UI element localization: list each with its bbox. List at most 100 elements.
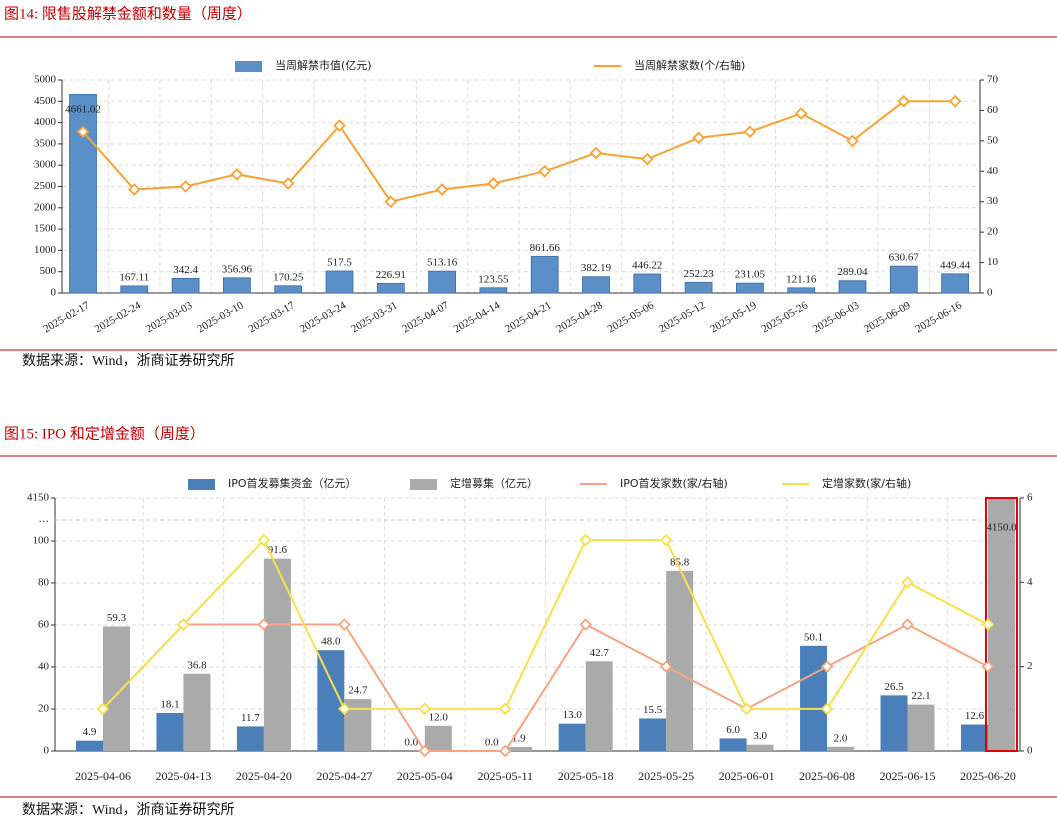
data-label: 226.91	[376, 269, 406, 281]
legend-swatch	[188, 479, 215, 490]
x-tick-label: 2025-05-04	[397, 769, 453, 783]
data-label: 123.55	[478, 273, 509, 285]
x-tick-label: 2025-04-13	[155, 769, 211, 783]
data-label: 18.1	[160, 699, 179, 711]
data-label: 11.7	[241, 712, 260, 724]
y2-tick-label: 4	[1027, 576, 1033, 588]
y-tick-label: 2000	[34, 201, 57, 213]
data-label: 26.5	[884, 681, 904, 693]
marker	[338, 618, 351, 631]
bar	[889, 265, 918, 294]
data-label: 4.9	[83, 726, 97, 738]
legend-label: IPO首发家数(家/右轴)	[620, 476, 728, 490]
y-tick-label: 1500	[34, 223, 57, 235]
bar	[236, 726, 264, 751]
marker	[846, 134, 859, 148]
bar	[479, 287, 508, 294]
legend-swatch	[410, 479, 437, 490]
y-tick-label: 4000	[34, 116, 57, 128]
data-label: 85.8	[670, 556, 690, 568]
y-tick-label: 1000	[34, 244, 57, 256]
x-tick-label: 2025-04-14	[452, 299, 503, 335]
bar	[639, 718, 667, 751]
data-label: 22.1	[911, 690, 930, 702]
data-label: 0.0	[485, 737, 499, 749]
legend-label: 定增家数(家/右轴)	[822, 476, 911, 490]
bar	[424, 725, 452, 751]
bar	[907, 704, 935, 751]
y2-tick-label: 6	[1027, 492, 1033, 504]
bar	[941, 273, 969, 294]
y2-tick-label: 50	[987, 134, 999, 146]
y2-tick-label: 10	[987, 256, 999, 268]
bar	[736, 282, 764, 294]
legend-swatch	[235, 61, 262, 72]
x-tick-label: 2025-02-24	[93, 299, 144, 335]
y2-tick-label: 70	[987, 74, 999, 86]
y-tick-label: 3000	[34, 159, 57, 171]
data-label: 382.19	[581, 262, 612, 274]
marker	[692, 131, 705, 145]
data-label: 3.0	[753, 730, 767, 742]
source: 数据来源：Wind，浙商证券研究所	[22, 353, 235, 369]
y2-tick-label: 0	[987, 287, 993, 299]
data-label: 6.0	[726, 724, 740, 736]
data-label: 4661.02	[65, 104, 101, 116]
bar	[746, 744, 774, 751]
data-label: 167.11	[119, 271, 149, 283]
y-tick-label: 3500	[34, 137, 57, 149]
marker	[589, 146, 603, 160]
marker	[743, 125, 757, 139]
data-label: 449.44	[940, 259, 971, 271]
legend-label: 当周解禁市值(亿元)	[275, 58, 372, 72]
y-tick-label: 0	[44, 745, 50, 757]
bar	[582, 276, 610, 294]
data-label: 513.16	[427, 257, 458, 269]
marker	[794, 107, 808, 120]
x-tick-label: 2025-03-10	[195, 299, 246, 335]
data-label: 517.5	[327, 256, 352, 268]
marker	[641, 152, 654, 166]
x-tick-label: 2025-05-26	[760, 299, 811, 335]
x-tick-label: 2025-04-28	[554, 299, 605, 335]
source: 数据来源：Wind，浙商证券研究所	[22, 802, 235, 818]
x-tick-label: 2025-06-20	[960, 769, 1016, 783]
bar	[325, 270, 354, 294]
x-tick-label: 2025-02-17	[41, 299, 92, 335]
y-tick-label: 4150	[27, 492, 50, 504]
bar	[719, 738, 747, 751]
bar	[505, 747, 533, 751]
bar	[222, 277, 251, 294]
y-tick-label: 60	[38, 619, 50, 631]
figure-title: 图15: IPO 和定增金额（周度）	[4, 425, 205, 442]
marker	[257, 618, 271, 631]
bar	[684, 281, 713, 294]
marker	[981, 618, 995, 631]
bar	[827, 746, 855, 751]
y-tick-label: 500	[40, 265, 57, 277]
marker	[128, 183, 141, 196]
data-label: 91.6	[268, 544, 288, 556]
x-tick-label: 2025-06-09	[862, 299, 913, 335]
data-label: 252.23	[683, 268, 714, 280]
bar	[666, 570, 694, 751]
bar	[183, 673, 211, 751]
data-label: 170.25	[273, 271, 304, 283]
bar	[960, 724, 988, 751]
bar	[274, 285, 303, 294]
y2-tick-label: 0	[1027, 745, 1033, 757]
bar	[156, 712, 184, 751]
x-tick-label: 2025-03-31	[349, 299, 399, 335]
marker	[333, 119, 346, 132]
line	[102, 538, 989, 710]
x-tick-label: 2025-05-06	[606, 299, 657, 335]
marker	[579, 618, 592, 631]
x-tick-label: 2025-03-17	[247, 299, 298, 335]
x-tick-label: 2025-05-12	[657, 299, 707, 335]
y-tick-label: 40	[38, 661, 50, 673]
marker	[659, 660, 673, 673]
y-tick-label: 20	[38, 703, 50, 715]
x-tick-label: 2025-06-15	[880, 769, 936, 783]
data-label: 342.4	[173, 264, 198, 276]
marker	[96, 702, 110, 716]
